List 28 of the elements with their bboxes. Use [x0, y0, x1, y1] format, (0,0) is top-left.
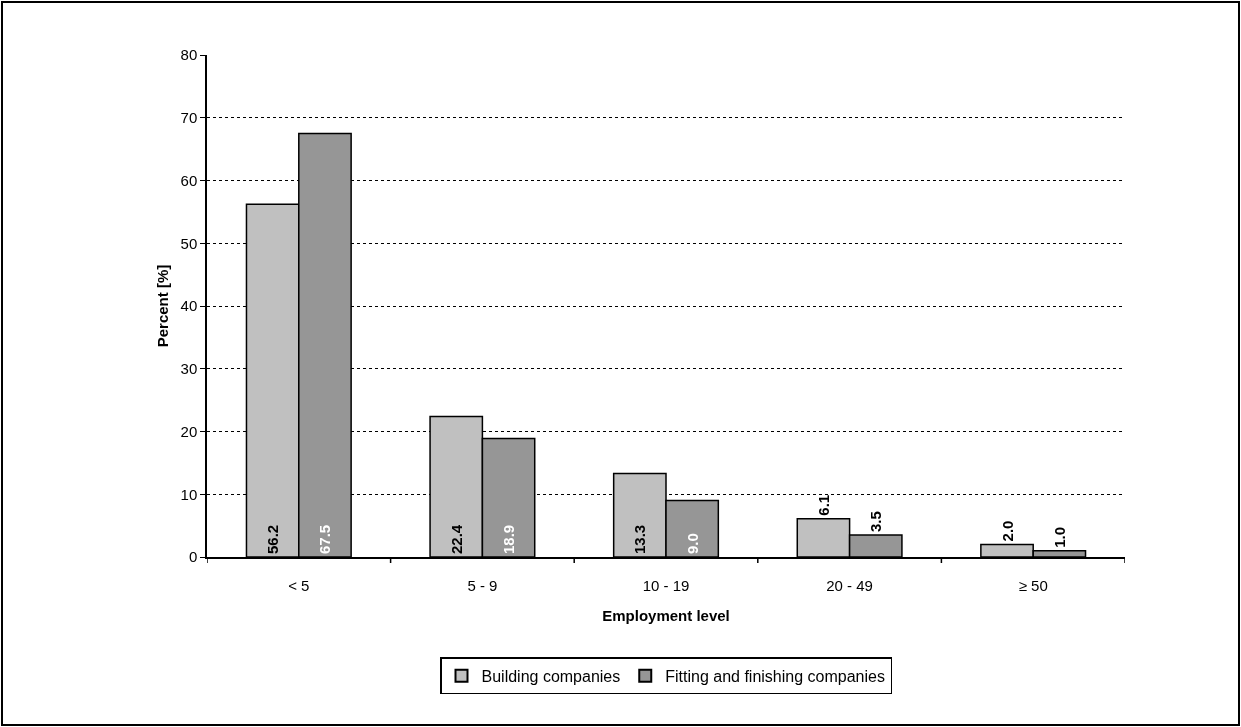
x-tick-label: 5 - 9 [467, 576, 498, 594]
x-tick-label: < 5 [288, 576, 310, 594]
y-tick-label: 30 [180, 360, 198, 377]
y-tick-label: 70 [180, 109, 198, 126]
y-tick-label: 80 [180, 46, 198, 64]
x-tick-label: ≥ 50 [1018, 576, 1048, 594]
y-tick-label: 50 [180, 234, 198, 252]
y-tick-label: 10 [180, 485, 198, 503]
y-tick-label: 60 [180, 171, 198, 189]
data-label: 67.5 [316, 524, 334, 554]
x-tick-label: 10 - 19 [642, 576, 690, 594]
data-label: 2.0 [998, 520, 1016, 542]
data-label: 3.5 [867, 511, 885, 533]
legend-label: Fitting and finishing companies [665, 668, 885, 686]
y-tick-label: 20 [180, 422, 198, 440]
data-label: 18.9 [500, 524, 518, 554]
data-label: 6.1 [814, 494, 832, 516]
data-label: 22.4 [447, 524, 465, 554]
data-label: 9.0 [683, 533, 701, 554]
y-tick-label: 40 [180, 297, 198, 315]
x-axis-title: Employment level [602, 607, 730, 625]
data-label: 56.2 [264, 524, 282, 554]
data-label: 13.3 [631, 524, 649, 554]
y-axis-title: Percent [%] [154, 264, 172, 348]
legend-label: Building companies [481, 668, 621, 686]
x-tick-label: 20 - 49 [826, 576, 873, 594]
y-tick-label: 0 [188, 548, 198, 566]
data-label: 1.0 [1050, 526, 1068, 548]
